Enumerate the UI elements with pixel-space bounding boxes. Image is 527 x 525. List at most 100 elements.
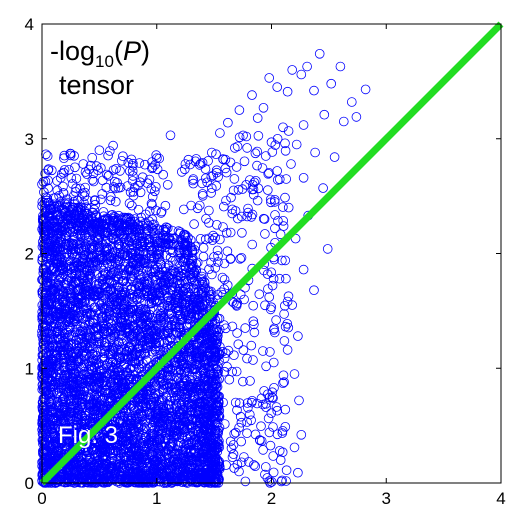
data-point	[119, 476, 130, 486]
data-point	[126, 271, 137, 282]
data-point	[200, 403, 211, 414]
data-point	[79, 424, 89, 434]
data-point	[155, 469, 166, 480]
data-point	[89, 362, 100, 372]
data-point	[147, 312, 158, 323]
data-point	[161, 393, 172, 403]
data-point	[74, 371, 84, 382]
data-point	[136, 461, 147, 471]
data-point	[161, 433, 172, 443]
data-point	[138, 290, 149, 300]
data-point	[109, 438, 120, 449]
data-point	[214, 462, 225, 473]
data-point	[165, 382, 175, 392]
data-point	[119, 261, 130, 272]
data-point	[165, 407, 175, 418]
data-point	[153, 329, 163, 340]
data-point	[165, 252, 176, 263]
data-point	[86, 443, 97, 453]
data-point	[161, 297, 172, 307]
data-point	[69, 261, 80, 272]
data-point	[95, 386, 105, 397]
data-point	[46, 252, 56, 262]
data-point	[145, 467, 156, 478]
data-point	[176, 423, 187, 434]
data-point	[91, 256, 102, 266]
data-point	[43, 389, 54, 399]
data-point	[88, 350, 99, 360]
data-point	[77, 472, 87, 483]
data-point	[116, 356, 127, 367]
data-point	[191, 265, 202, 276]
data-point	[84, 364, 94, 374]
data-point	[134, 402, 144, 413]
data-point	[81, 307, 92, 317]
data-point	[134, 426, 144, 437]
data-point	[128, 423, 139, 434]
data-point	[47, 337, 57, 347]
data-point	[108, 440, 119, 451]
data-point	[193, 397, 204, 408]
data-points	[37, 48, 371, 488]
data-point	[155, 305, 166, 316]
data-point	[120, 251, 130, 262]
data-point	[165, 333, 176, 343]
data-point	[100, 444, 110, 455]
data-point	[46, 401, 57, 412]
data-point	[169, 266, 179, 277]
data-point	[105, 393, 116, 403]
data-point	[79, 382, 90, 392]
data-point	[202, 379, 213, 390]
data-point	[160, 471, 170, 481]
data-point	[56, 234, 67, 245]
data-point	[38, 459, 49, 470]
data-point	[132, 434, 142, 444]
data-point	[178, 270, 189, 280]
data-point	[137, 318, 148, 329]
data-point	[58, 393, 69, 404]
data-point	[52, 437, 63, 447]
data-point	[167, 471, 178, 482]
data-point	[145, 258, 156, 269]
data-point	[90, 405, 100, 416]
data-point	[66, 356, 76, 366]
data-point	[57, 339, 67, 350]
data-point	[42, 368, 53, 379]
data-point	[38, 227, 49, 237]
data-point	[40, 192, 51, 203]
data-point	[54, 299, 65, 310]
data-point	[82, 236, 93, 246]
data-point	[102, 466, 112, 477]
data-point	[86, 373, 97, 384]
data-point	[102, 342, 112, 353]
data-point	[117, 316, 128, 326]
data-point	[168, 387, 179, 398]
data-point	[199, 287, 209, 298]
data-point	[37, 368, 48, 379]
data-point	[53, 326, 63, 336]
data-point	[39, 275, 49, 286]
data-point	[197, 293, 208, 304]
data-point	[196, 380, 206, 390]
data-point	[78, 253, 88, 264]
data-point	[138, 311, 148, 322]
data-point	[82, 309, 93, 319]
data-point	[154, 313, 164, 324]
data-point	[167, 412, 178, 422]
data-point	[126, 330, 136, 340]
data-point	[118, 338, 128, 349]
data-point	[105, 286, 116, 296]
data-point	[114, 239, 124, 249]
data-point	[155, 448, 166, 459]
data-point	[94, 454, 105, 465]
data-point	[99, 328, 109, 338]
data-point	[91, 331, 101, 342]
data-point	[88, 343, 98, 354]
data-point	[71, 335, 82, 345]
data-point	[163, 320, 174, 331]
data-point	[98, 265, 109, 276]
data-point	[177, 356, 187, 367]
data-point	[38, 322, 48, 333]
data-point	[56, 260, 67, 270]
data-point	[39, 453, 50, 463]
